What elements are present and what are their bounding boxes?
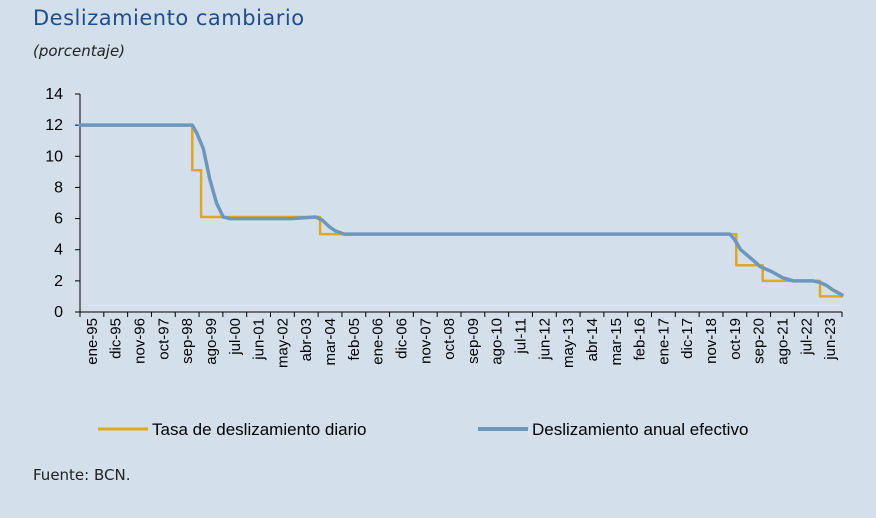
x-tick-label: jun-12 xyxy=(536,318,553,361)
x-tick-label: ago-21 xyxy=(774,318,791,365)
x-tick-label: sep-20 xyxy=(751,318,768,364)
x-tick-label: dic-06 xyxy=(393,318,410,359)
y-tick-label: 14 xyxy=(45,86,63,103)
x-tick-label: ene-17 xyxy=(655,318,672,365)
x-tick-label: mar-04 xyxy=(322,318,339,366)
x-tick-label: nov-18 xyxy=(703,318,720,364)
x-tick-label: jun-23 xyxy=(822,318,839,361)
x-tick-label: ago-99 xyxy=(203,318,220,365)
y-tick-label: 6 xyxy=(54,211,63,228)
x-tick-label: dic-95 xyxy=(108,318,125,359)
x-tick-label: abr-03 xyxy=(298,318,315,361)
x-tick-label: feb-16 xyxy=(632,318,649,361)
y-tick-label: 10 xyxy=(45,148,63,165)
x-tick-label: mar-15 xyxy=(608,318,625,366)
y-tick-label: 8 xyxy=(54,179,63,196)
y-tick-label: 4 xyxy=(54,242,63,259)
x-tick-label: dic-17 xyxy=(679,318,696,359)
x-tick-label: may-13 xyxy=(560,318,577,368)
x-tick-label: jul-00 xyxy=(227,318,244,356)
x-tick-label: oct-97 xyxy=(155,318,172,360)
y-tick-label: 12 xyxy=(45,117,63,134)
source-note: Fuente: BCN. xyxy=(33,466,131,484)
x-tick-label: ago-10 xyxy=(489,318,506,365)
legend: Tasa de deslizamiento diario Deslizamient… xyxy=(98,420,748,439)
x-axis: ene-95 dic-95 nov-96 oct-97 sep-98 ago-99 jul-… xyxy=(79,311,843,368)
x-tick-label: jun-01 xyxy=(251,318,268,361)
y-tick-label: 2 xyxy=(54,273,63,290)
x-tick-label: may-02 xyxy=(274,318,291,368)
x-tick-label: oct-19 xyxy=(727,318,744,360)
x-tick-label: jul-22 xyxy=(798,318,815,356)
x-tick-label: oct-08 xyxy=(441,318,458,360)
y-axis: 0 2 4 6 8 10 12 14 xyxy=(45,86,81,321)
x-tick-label: ene-06 xyxy=(370,318,387,365)
x-tick-label: jul-11 xyxy=(513,318,530,355)
chart-subtitle: (porcentaje) xyxy=(33,42,126,60)
y-tick-label: 0 xyxy=(54,304,63,321)
x-tick-label: nov-07 xyxy=(417,318,434,364)
series-layer xyxy=(78,123,844,298)
x-tick-label: ene-95 xyxy=(84,318,101,365)
series-line-tasa-diario xyxy=(78,123,844,298)
x-tick-label: sep-98 xyxy=(179,318,196,364)
x-tick-label: nov-96 xyxy=(132,318,149,364)
chart-title: Deslizamiento cambiario xyxy=(33,6,305,30)
legend-label: Deslizamiento anual efectivo xyxy=(532,420,748,439)
x-tick-label: sep-09 xyxy=(465,318,482,364)
series-line-anual-efectivo xyxy=(78,123,844,297)
legend-label: Tasa de deslizamiento diario xyxy=(152,420,367,439)
x-tick-label: abr-14 xyxy=(584,318,601,361)
x-tick-label: feb-05 xyxy=(346,318,363,361)
